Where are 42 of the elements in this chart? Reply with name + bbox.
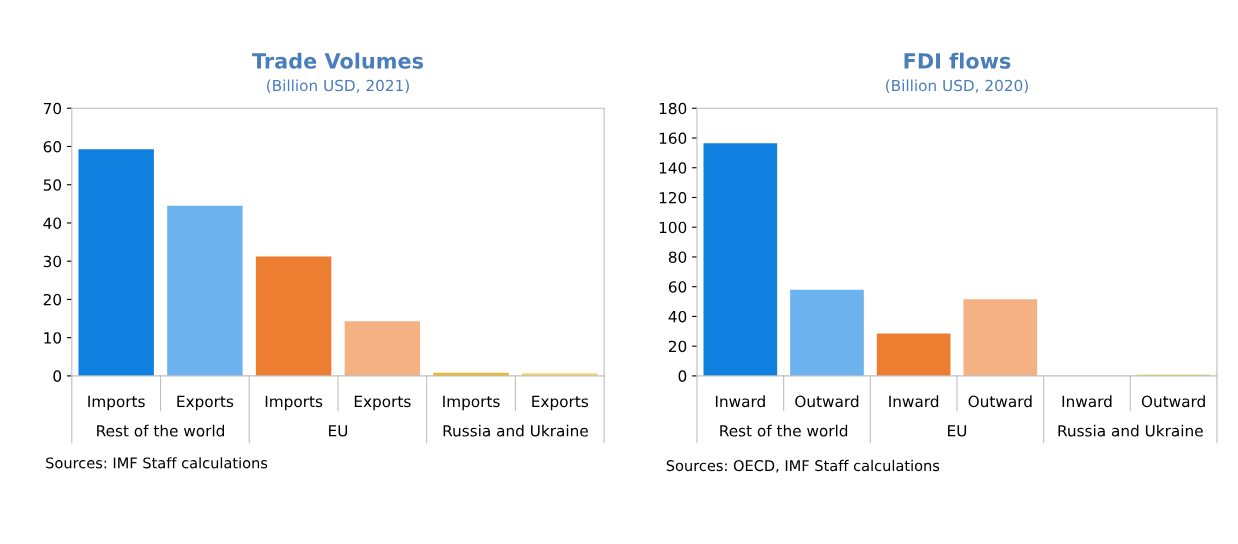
- x-tick-label: Inward: [715, 395, 765, 408]
- x-tick-label: Outward: [1141, 395, 1205, 408]
- source-note: Sources: IMF Staff calculations: [46, 457, 268, 469]
- text: Rest of the world: [97, 424, 224, 437]
- source-note: Sources: OECD, IMF Staff calculations: [666, 459, 940, 473]
- y-tick-label: 100: [659, 221, 687, 234]
- x-tick-label: Exports: [354, 395, 411, 411]
- x-tick-label: Imports: [443, 395, 500, 411]
- y-tick-label: 160: [659, 132, 687, 145]
- x-tick-label: Imports: [265, 395, 323, 411]
- y-tick-label: 140: [659, 162, 687, 174]
- x-tick-label: Imports: [88, 395, 145, 411]
- y-tick-label: 20: [43, 293, 62, 306]
- x-tick-label: Exports: [532, 395, 589, 411]
- y-tick-label: 40: [668, 310, 687, 323]
- x-tick-label: Inward: [1062, 395, 1112, 408]
- y-tick-label: 30: [43, 255, 62, 268]
- text: EU: [948, 425, 967, 437]
- y-tick-label: 60: [43, 140, 62, 153]
- x-tick-label: Outward: [795, 395, 859, 408]
- y-tick-label: 60: [668, 281, 687, 293]
- x-tick-label: Outward: [968, 395, 1032, 408]
- text: EU: [329, 425, 348, 437]
- y-tick-label: 50: [43, 179, 62, 191]
- chart-title: Trade Volumes: [252, 52, 424, 69]
- y-tick-label: 0: [678, 370, 687, 382]
- x-tick-label: Inward: [889, 395, 939, 408]
- y-tick-label: 180: [659, 102, 687, 115]
- chart-subtitle: (Billion USD, 2021): [267, 79, 409, 94]
- y-tick-label: 70: [43, 102, 62, 115]
- x-tick-label: Exports: [177, 395, 234, 411]
- y-tick-label: 0: [53, 370, 62, 382]
- y-tick-label: 20: [668, 340, 687, 353]
- text: Russia and Ukraine: [1058, 424, 1203, 437]
- y-tick-label: 80: [668, 251, 687, 263]
- chart-title: FDI flows: [904, 52, 1011, 69]
- text: Rest of the world: [720, 424, 848, 437]
- y-tick-label: 10: [44, 332, 62, 344]
- y-tick-label: 120: [659, 191, 687, 204]
- chart-subtitle: (Billion USD, 2020): [886, 79, 1028, 94]
- y-tick-label: 40: [43, 217, 62, 229]
- text: Russia and Ukraine: [443, 424, 588, 437]
